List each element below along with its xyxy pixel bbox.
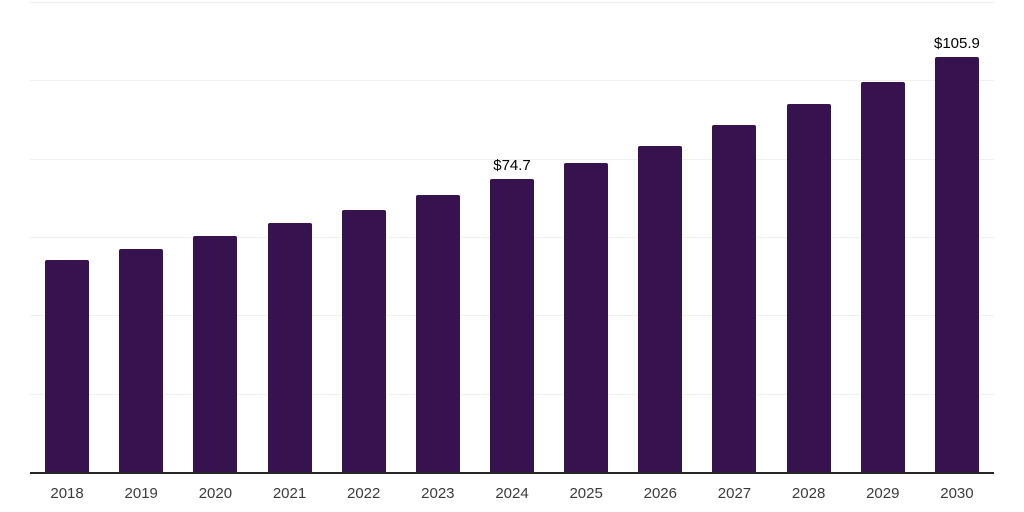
x-axis-tick-label: 2024 (495, 485, 529, 502)
x-axis-tick-label: 2028 (791, 485, 826, 502)
x-axis-tick-label: 2029 (866, 485, 900, 502)
x-axis-tick-label: 2020 (198, 485, 233, 502)
x-axis-tick-label: 2023 (421, 485, 455, 502)
bar-2023 (415, 195, 460, 472)
bar-2027 (712, 124, 757, 472)
bar-2022 (341, 209, 386, 472)
x-axis-tick-label: 2019 (124, 485, 158, 502)
bar-2020 (193, 236, 238, 472)
bar-2025 (564, 163, 609, 472)
bar-value-label: $74.7 (493, 157, 531, 175)
x-axis-tick-label: 2026 (643, 485, 677, 502)
bar-2030 (934, 57, 979, 472)
x-axis-tick-label: 2025 (569, 485, 603, 502)
bar-2019 (119, 249, 164, 472)
bar-2024 (490, 179, 534, 472)
bar-2018 (45, 260, 90, 472)
x-axis-tick-label: 2027 (717, 485, 752, 502)
x-axis-tick-label: 2018 (50, 485, 84, 502)
bar-2028 (786, 103, 831, 472)
bar-2029 (860, 81, 905, 472)
x-axis-tick-label: 2030 (940, 485, 974, 502)
bar-2026 (638, 145, 683, 472)
bar-value-label: $105.9 (933, 35, 980, 53)
gridline (30, 2, 994, 3)
x-axis-tick-label: 2021 (272, 485, 307, 502)
bar-2021 (267, 223, 312, 472)
gridline (30, 158, 994, 160)
x-axis-line (30, 472, 994, 474)
gridline (30, 80, 994, 82)
x-axis-tick-label: 2022 (347, 485, 381, 502)
